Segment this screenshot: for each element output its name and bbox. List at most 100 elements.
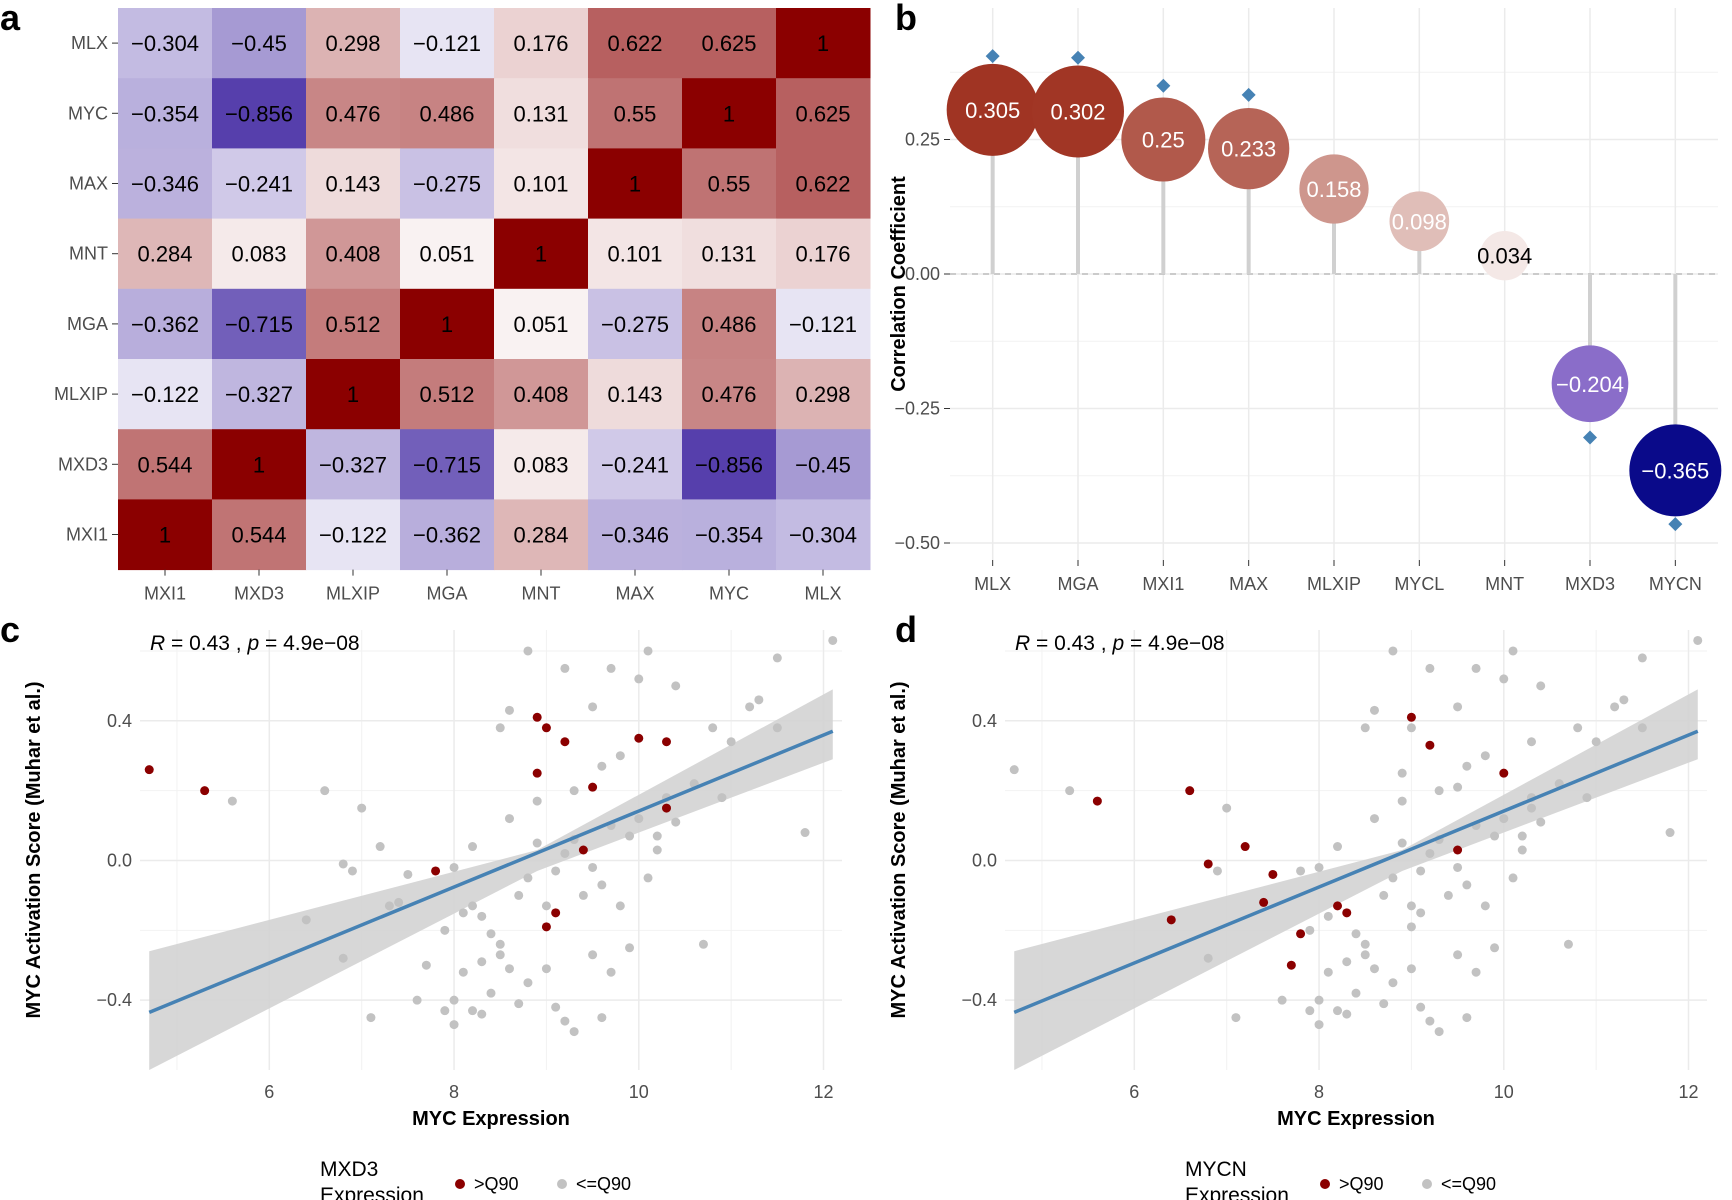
y-tick-label: MXD3 [58, 454, 108, 474]
data-point-low [1453, 950, 1463, 960]
x-tick-label: MAX [615, 584, 654, 604]
data-point-low [514, 999, 524, 1009]
data-point-low [597, 761, 607, 771]
heatmap-cell-label: 0.512 [419, 382, 474, 407]
data-point-low [1314, 862, 1324, 872]
bubble [946, 63, 1039, 156]
data-point-low [615, 901, 625, 911]
data-point-low [403, 869, 413, 879]
data-point-low [1665, 828, 1675, 838]
data-point-low [569, 1027, 579, 1037]
x-tick-label: MXD3 [234, 584, 284, 604]
data-point-low [1591, 737, 1601, 747]
heatmap-cell [494, 288, 589, 360]
data-point-low [606, 663, 616, 673]
heatmap-cell [494, 218, 589, 290]
heatmap-cell [306, 359, 401, 430]
data-point-low [541, 901, 551, 911]
data-point-low [468, 842, 478, 852]
y-tick-label: −0.50 [894, 533, 940, 553]
data-point-low [1323, 967, 1333, 977]
x-axis-title: MYC Expression [1277, 1108, 1435, 1130]
legend-title-line2: Expression [1185, 1184, 1289, 1200]
data-point-low [523, 873, 533, 883]
heatmap-cell [776, 218, 871, 290]
y-tick-label: 0.4 [107, 711, 132, 731]
legend-label-low: <=Q90 [1441, 1174, 1496, 1194]
data-point-low [1416, 908, 1426, 918]
data-point-low [468, 901, 478, 911]
data-point-low [588, 950, 598, 960]
data-point-high [1185, 786, 1195, 796]
diamond-marker [1241, 87, 1256, 102]
data-point-low [1582, 793, 1592, 803]
r-value: = 0.43 , [1030, 632, 1112, 655]
heatmap-cell-label: 1 [159, 523, 171, 548]
data-point-low [1416, 866, 1426, 876]
data-point-low [458, 908, 468, 918]
data-point-high [1453, 845, 1463, 855]
heatmap-cell [118, 429, 213, 500]
heatmap-cell-label: 0.143 [325, 172, 380, 197]
y-axis-title: Correlation Coefficient [888, 176, 910, 392]
data-point-low [1360, 723, 1370, 733]
data-point-low [634, 814, 644, 824]
heatmap-cell [776, 78, 871, 149]
bubble-label: 0.158 [1306, 177, 1361, 202]
data-point-low [384, 901, 394, 911]
heatmap-cell-label: 0.176 [795, 242, 850, 267]
data-point-high [532, 712, 542, 722]
data-point-low [394, 897, 404, 907]
r-symbol: R [1015, 632, 1030, 655]
heatmap-cell-label: −0.715 [225, 312, 293, 337]
data-point-low [1351, 988, 1361, 998]
heatmap-cell [494, 78, 589, 149]
bubble [1299, 154, 1369, 224]
data-point-high [560, 737, 570, 747]
heatmap-cell-label: 0.284 [513, 523, 568, 548]
x-tick-label: MYCL [1394, 574, 1444, 594]
y-tick-label: −0.25 [894, 399, 940, 419]
data-point-low [449, 995, 459, 1005]
heatmap-cell [118, 218, 213, 290]
data-point-low [1637, 653, 1647, 663]
data-point-low [1231, 1013, 1241, 1023]
heatmap-cell-label: 0.408 [325, 242, 380, 267]
data-point-low [532, 796, 542, 806]
heatmap-cell [400, 8, 495, 79]
bubble [1629, 424, 1722, 517]
heatmap-cell-label: −0.241 [225, 172, 293, 197]
data-point-high [551, 908, 561, 918]
scatter-panel-c: 6 8 10 12 0.4 0.0 −0.4 MYC Expression MYC Activa… [23, 630, 842, 1200]
x-tick-label: MLXIP [1307, 574, 1361, 594]
data-point-low [338, 953, 348, 963]
data-point-low [1462, 880, 1472, 890]
data-point-low [800, 828, 810, 838]
heatmap-cell-label: 0.284 [137, 242, 192, 267]
data-point-low [625, 943, 635, 953]
data-point-high [1203, 859, 1213, 869]
heatmap-cell-label: 0.512 [325, 312, 380, 337]
data-point-low [514, 890, 524, 900]
data-point-low [1406, 723, 1416, 733]
heatmap-cell-label: 1 [629, 172, 641, 197]
x-tick-label: MGA [426, 584, 467, 604]
data-point-low [772, 653, 782, 663]
heatmap-cell [494, 148, 589, 220]
data-point-low [1471, 967, 1481, 977]
data-point-low [347, 866, 357, 876]
heatmap-cell-label: −0.45 [231, 31, 287, 56]
data-point-low [301, 915, 311, 925]
data-point-low [1490, 943, 1500, 953]
data-point-high [1259, 897, 1269, 907]
data-point-low [523, 978, 533, 988]
data-point-low [1397, 838, 1407, 848]
data-point-low [1434, 1027, 1444, 1037]
heatmap-cell [306, 218, 401, 290]
heatmap-cell-label: −0.346 [601, 523, 669, 548]
data-point-low [486, 988, 496, 998]
data-point-low [1009, 765, 1019, 775]
heatmap-cell-label: 0.101 [607, 242, 662, 267]
data-point-low [1406, 901, 1416, 911]
